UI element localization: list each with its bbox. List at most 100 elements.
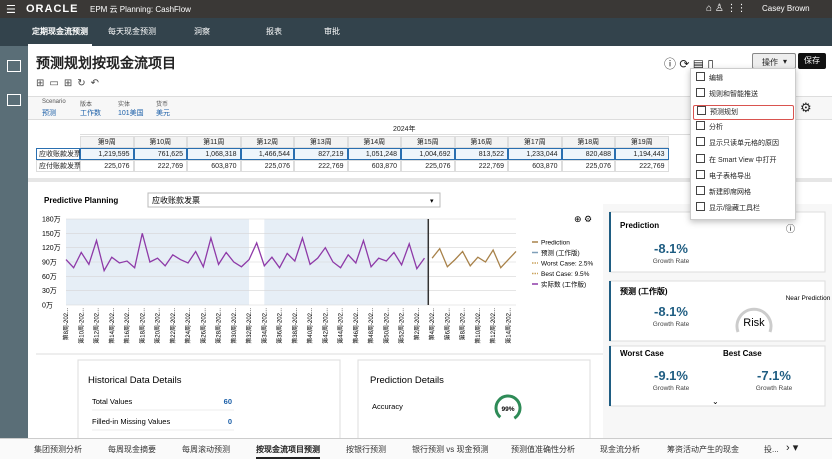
save-button[interactable]: 保存 xyxy=(798,53,826,69)
grid-column-header: 第11周 xyxy=(187,136,241,148)
grid-cell[interactable]: 827,219 xyxy=(294,148,348,160)
x-tick-label: 第50周-202... xyxy=(382,308,390,344)
card xyxy=(609,280,826,342)
panel-title: Predictive Planning xyxy=(44,196,118,205)
y-tick-label: 30万 xyxy=(42,287,57,295)
header-icons[interactable]: ⌂ ♙ ⋮⋮ xyxy=(706,3,747,14)
tab-scroll[interactable]: › ▾ xyxy=(786,442,799,454)
pov-value[interactable]: 美元 xyxy=(156,110,170,117)
menu-icon xyxy=(696,72,705,81)
grid-cell[interactable]: 1,004,692 xyxy=(401,148,455,160)
sheet-tab[interactable]: 银行预测 vs 现金预测 xyxy=(412,445,489,454)
menu-label: 规则和智能推送 xyxy=(709,91,758,99)
grid-cell[interactable]: 761,625 xyxy=(133,148,187,160)
x-tick-label: 第22周-202... xyxy=(169,308,177,344)
grid-cell[interactable]: 603,870 xyxy=(347,160,401,172)
grid-cell[interactable]: 813,522 xyxy=(454,148,508,160)
grid-cell[interactable]: 222,769 xyxy=(615,160,669,172)
menu-icon xyxy=(697,105,706,115)
sheet-tab[interactable]: 集团预测分析 xyxy=(34,445,82,454)
user-name[interactable]: Casey Brown xyxy=(762,4,810,13)
x-tick-label: 第48周-202... xyxy=(367,308,375,344)
menu-icon[interactable]: ☰ xyxy=(6,4,16,16)
grid-cell[interactable]: 225,076 xyxy=(80,160,134,172)
card-caption: Growth Rate xyxy=(653,258,690,265)
grid-cell[interactable]: 1,068,318 xyxy=(187,148,241,160)
grid-cell[interactable]: 1,466,544 xyxy=(240,148,294,160)
sidebar-icon[interactable] xyxy=(7,60,21,72)
pov-label: 货币 xyxy=(156,102,169,108)
nav-tab[interactable]: 报表 xyxy=(262,18,286,44)
x-tick-label: 第10周-202... xyxy=(77,308,85,344)
actions-button[interactable]: 操作 ▾ xyxy=(752,53,796,69)
sheet-tab[interactable]: 现金流分析 xyxy=(600,445,640,454)
grid-cell[interactable]: 603,870 xyxy=(187,160,241,172)
sheet-tab[interactable]: 按银行预测 xyxy=(346,445,386,454)
grid-cell[interactable]: 603,870 xyxy=(508,160,562,172)
settings-icon[interactable]: ⚙ xyxy=(800,100,812,115)
zoom-icons[interactable]: ⊕ ⚙ xyxy=(574,214,592,224)
grid-cell[interactable]: 1,051,248 xyxy=(347,148,401,160)
sheet-tab[interactable]: 每周现金摘要 xyxy=(108,445,156,454)
nav-tab[interactable]: 洞察 xyxy=(190,18,214,44)
menu-item[interactable]: 新建即席网格 xyxy=(693,186,792,199)
sheet-tab[interactable]: 每周滚动预测 xyxy=(182,445,230,454)
sheet-tab[interactable]: 筹资活动产生的现金 xyxy=(667,445,739,454)
pov-value[interactable]: 工作数 xyxy=(80,110,101,117)
menu-item[interactable]: 规则和智能推送 xyxy=(693,88,792,101)
menu-item[interactable]: 显示只读单元格的原因 xyxy=(693,137,792,150)
grid-cell[interactable]: 222,769 xyxy=(454,160,508,172)
grid-column-header: 第9周 xyxy=(80,136,134,148)
card-caption: Growth Rate xyxy=(653,321,690,328)
menu-item[interactable]: 在 Smart View 中打开 xyxy=(693,153,792,167)
menu-label: 新建即席网格 xyxy=(709,189,751,197)
menu-label: 编辑 xyxy=(709,75,723,82)
menu-label: 在 Smart View 中打开 xyxy=(709,156,777,164)
data-grid: 2024年 第9周 第10周 第11周 第12周 第13周 第14周 第15周 第16周 第17周… xyxy=(36,122,832,178)
top-icons[interactable]: ⓘ ⟳ ▤ ▯ xyxy=(664,57,714,71)
actions-menu: 编辑规则和智能推送预测规划 分析显示只读单元格的原因在 Smart View 中打… xyxy=(690,68,796,220)
menu-item[interactable]: 电子表格导出 xyxy=(693,169,792,183)
sidebar xyxy=(0,46,28,438)
grid-cell[interactable]: 1,233,044 xyxy=(508,148,562,160)
nav-tab[interactable]: 审批 xyxy=(320,18,344,44)
grid-column-header: 第14周 xyxy=(347,136,401,148)
menu-icon xyxy=(696,120,705,130)
y-tick-label: 60万 xyxy=(42,273,57,281)
grid-row-header: 应收账款发票 xyxy=(36,148,81,160)
x-tick-label: 第34周-202... xyxy=(260,308,268,344)
nav-tab-label: 审批 xyxy=(324,27,340,36)
x-tick-label: 第44周-202... xyxy=(337,308,345,344)
grid-cell[interactable]: 222,769 xyxy=(294,160,348,172)
x-tick-label: 第36周-202... xyxy=(276,308,284,344)
splitter xyxy=(28,178,832,182)
nav-tab[interactable]: 每天现金预测 xyxy=(104,18,160,44)
detail-value: 60 xyxy=(224,397,232,406)
menu-item[interactable]: 显示/隐藏工具栏 xyxy=(693,202,792,215)
grid-cell[interactable]: 225,076 xyxy=(240,160,294,172)
grid-cell[interactable]: 225,076 xyxy=(401,160,455,172)
toolbar-icons[interactable]: ⊞▭⊞↻↶ xyxy=(36,78,104,89)
grid-cell[interactable]: 1,194,443 xyxy=(615,148,669,160)
sheet-tab[interactable]: 按现金流项目预测 xyxy=(256,444,320,459)
predictive-panel: Predictive Planning 应收账款发票 ▾ 0万 30万 60万 90万 120… xyxy=(28,182,832,438)
grid-cell[interactable]: 820,488 xyxy=(561,148,615,160)
nav-tab[interactable]: 定期现金流预测 xyxy=(28,18,92,46)
menu-item[interactable]: 分析 xyxy=(693,120,792,134)
grid-cell[interactable]: 1,219,595 xyxy=(80,148,134,160)
risk-gauge xyxy=(735,307,773,333)
grid-cell[interactable]: 222,769 xyxy=(133,160,187,172)
sheet-tab[interactable]: 预测值准确性分析 xyxy=(511,445,575,454)
menu-item[interactable]: 预测规划 xyxy=(693,104,794,120)
pov-value[interactable]: 101美国 xyxy=(118,110,144,117)
menu-icon xyxy=(696,202,705,212)
x-tick-label: 第10周-202... xyxy=(474,308,482,344)
info-icon[interactable]: ⓘ xyxy=(786,224,795,234)
grid-cell[interactable]: 225,076 xyxy=(561,160,615,172)
member-select[interactable] xyxy=(147,192,441,208)
menu-icon xyxy=(696,169,705,179)
menu-item[interactable]: 编辑 xyxy=(693,72,792,85)
sheet-tab[interactable]: 投... xyxy=(764,445,779,454)
pov-value[interactable]: 预测 xyxy=(42,110,56,117)
sidebar-icon[interactable] xyxy=(7,94,21,106)
